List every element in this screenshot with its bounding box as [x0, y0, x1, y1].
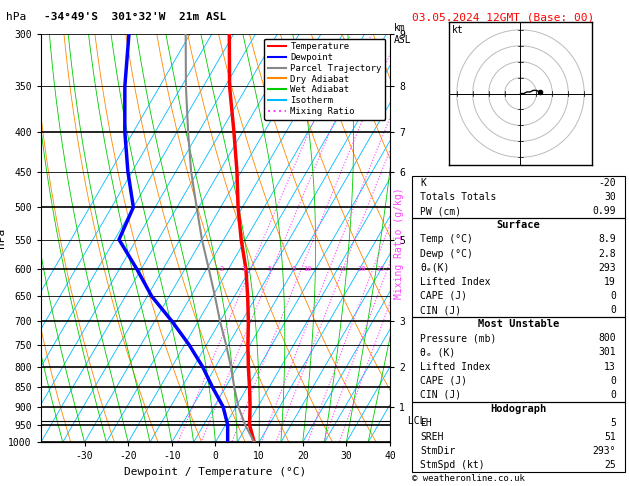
Text: CAPE (J): CAPE (J) — [421, 291, 467, 301]
Text: 2.8: 2.8 — [598, 248, 616, 259]
Text: 5: 5 — [268, 266, 272, 272]
Text: 0: 0 — [610, 376, 616, 385]
Text: kt: kt — [452, 25, 464, 35]
Text: 03.05.2024 12GMT (Base: 00): 03.05.2024 12GMT (Base: 00) — [412, 12, 594, 22]
Text: Mixing Ratio (g/kg): Mixing Ratio (g/kg) — [394, 187, 404, 299]
Bar — [412, 218, 625, 317]
Text: 25: 25 — [377, 266, 386, 272]
Text: 13: 13 — [604, 362, 616, 371]
Text: LCL: LCL — [402, 417, 426, 426]
Text: 16: 16 — [338, 266, 346, 272]
Text: StmDir: StmDir — [421, 446, 456, 456]
Bar — [412, 176, 625, 218]
Text: 19: 19 — [604, 277, 616, 287]
Text: Most Unstable: Most Unstable — [477, 319, 559, 329]
Text: -34°49'S  301°32'W  21m ASL: -34°49'S 301°32'W 21m ASL — [44, 12, 226, 22]
Text: km
ASL: km ASL — [394, 23, 411, 45]
Text: Lifted Index: Lifted Index — [421, 277, 491, 287]
Text: θₑ(K): θₑ(K) — [421, 263, 450, 273]
Text: 0: 0 — [610, 390, 616, 400]
Bar — [412, 402, 625, 472]
Text: 8: 8 — [292, 266, 296, 272]
Text: SREH: SREH — [421, 432, 444, 442]
Text: 20: 20 — [357, 266, 366, 272]
Legend: Temperature, Dewpoint, Parcel Trajectory, Dry Adiabat, Wet Adiabat, Isotherm, Mi: Temperature, Dewpoint, Parcel Trajectory… — [264, 38, 386, 120]
Text: 293: 293 — [598, 263, 616, 273]
Y-axis label: hPa: hPa — [0, 228, 6, 248]
Text: EH: EH — [421, 418, 432, 428]
Text: 293°: 293° — [593, 446, 616, 456]
X-axis label: Dewpoint / Temperature (°C): Dewpoint / Temperature (°C) — [125, 467, 306, 477]
Text: 8.9: 8.9 — [598, 234, 616, 244]
Text: CAPE (J): CAPE (J) — [421, 376, 467, 385]
Text: 0: 0 — [610, 291, 616, 301]
Text: CIN (J): CIN (J) — [421, 390, 462, 400]
Text: Dewp (°C): Dewp (°C) — [421, 248, 474, 259]
Text: 5: 5 — [610, 418, 616, 428]
Text: 800: 800 — [598, 333, 616, 343]
Text: K: K — [421, 178, 426, 188]
Text: 25: 25 — [604, 460, 616, 470]
Text: Lifted Index: Lifted Index — [421, 362, 491, 371]
Text: Surface: Surface — [496, 220, 540, 230]
Text: StmSpd (kt): StmSpd (kt) — [421, 460, 485, 470]
Text: CIN (J): CIN (J) — [421, 305, 462, 315]
Text: Totals Totals: Totals Totals — [421, 192, 497, 202]
Text: Hodograph: Hodograph — [490, 404, 547, 414]
Text: © weatheronline.co.uk: © weatheronline.co.uk — [412, 474, 525, 483]
Text: 51: 51 — [604, 432, 616, 442]
Bar — [412, 317, 625, 402]
Text: hPa: hPa — [6, 12, 26, 22]
Text: θₑ (K): θₑ (K) — [421, 347, 456, 357]
Text: 0: 0 — [610, 305, 616, 315]
Text: PW (cm): PW (cm) — [421, 206, 462, 216]
Text: 2: 2 — [220, 266, 224, 272]
Text: Pressure (mb): Pressure (mb) — [421, 333, 497, 343]
Text: 10: 10 — [303, 266, 311, 272]
Text: Temp (°C): Temp (°C) — [421, 234, 474, 244]
Text: 301: 301 — [598, 347, 616, 357]
Text: 30: 30 — [604, 192, 616, 202]
Text: 0.99: 0.99 — [593, 206, 616, 216]
Text: -20: -20 — [598, 178, 616, 188]
Text: 3: 3 — [242, 266, 246, 272]
